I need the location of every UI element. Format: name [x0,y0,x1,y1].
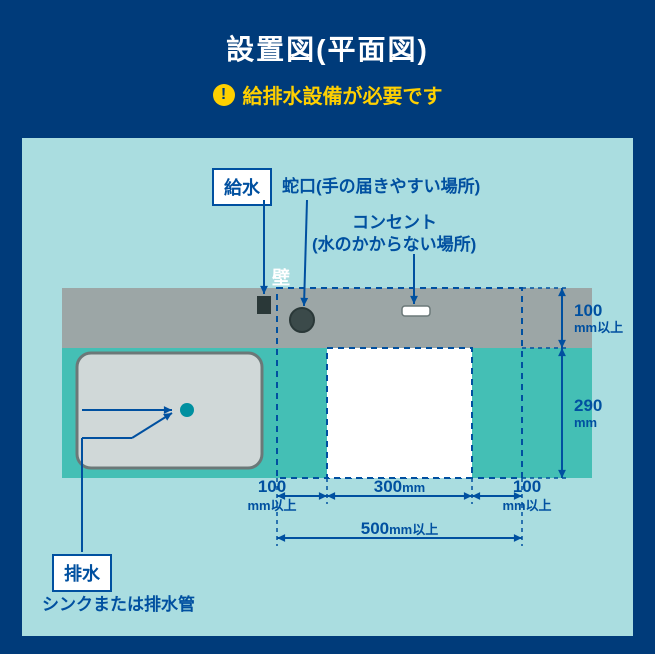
svg-text:100: 100 [574,301,602,320]
svg-text:mm以上: mm以上 [574,320,623,335]
subtitle: 給排水設備が必要です [243,80,443,109]
svg-text:100: 100 [513,477,541,496]
subtitle-row: ! 給排水設備が必要です [0,80,655,109]
warning-icon: ! [213,84,235,106]
svg-text:mm以上: mm以上 [502,498,551,513]
svg-text:290: 290 [574,396,602,415]
header: 設置図(平面図) ! 給排水設備が必要です [0,0,655,109]
diagram-panel: 給水 蛇口(手の届きやすい場所) コンセント (水のかからない場所) 壁 排水 … [22,138,633,636]
svg-text:mm: mm [574,415,597,430]
svg-text:300mm: 300mm [374,477,426,496]
svg-text:500mm以上: 500mm以上 [361,519,439,538]
svg-text:mm以上: mm以上 [247,498,296,513]
page-title: 設置図(平面図) [0,28,655,68]
svg-text:100: 100 [258,477,286,496]
installation-diagram: 100mm以上300mm100mm以上500mm以上100mm以上290mm [22,138,633,636]
